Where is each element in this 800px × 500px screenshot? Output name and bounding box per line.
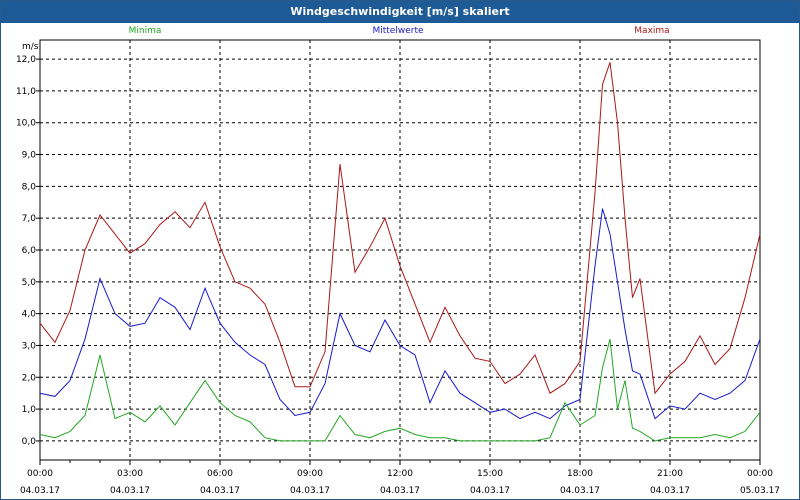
x-tick-time-label: 12:00 — [387, 469, 413, 479]
chart-title: Windgeschwindigkeit [m/s] skaliert — [1, 1, 799, 23]
y-tick-label: 0,0 — [22, 437, 37, 447]
series-line-minima — [39, 338, 761, 442]
y-tick-label: 11,0 — [16, 87, 36, 97]
x-tick-date-label: 04.03.17 — [200, 486, 240, 496]
x-tick-time-label: 06:00 — [207, 469, 233, 479]
legend: Minima Mittelwerte Maxima — [129, 26, 670, 36]
x-tick-date-label: 05.03.17 — [740, 486, 780, 496]
y-tick-label: 12,0 — [16, 55, 36, 65]
x-tick-date-label: 04.03.17 — [650, 486, 690, 496]
x-tick-time-label: 09:00 — [297, 469, 323, 479]
x-tick-date-label: 04.03.17 — [290, 486, 330, 496]
legend-entry-mittelwerte: Mittelwerte — [372, 26, 423, 36]
y-tick-label: 4,0 — [22, 310, 37, 320]
y-tick-label: 1,0 — [22, 405, 37, 415]
legend-entry-minima: Minima — [129, 26, 162, 36]
series-line-maxima — [39, 62, 761, 395]
y-tick-label: 8,0 — [22, 182, 37, 192]
x-tick-time-label: 00:00 — [27, 469, 53, 479]
y-tick-label: 5,0 — [22, 278, 37, 288]
x-tick-time-label: 15:00 — [477, 469, 503, 479]
y-tick-label: 9,0 — [22, 151, 37, 161]
series — [39, 62, 761, 442]
y-tick-label: 10,0 — [16, 119, 36, 129]
x-tick-date-label: 04.03.17 — [470, 486, 510, 496]
axis-ticks: 0,0 1,0 2,0 3,0 4,0 5,0 6,0 7,0 8,0 9,0 10,0 11,0 12… — [16, 55, 780, 496]
x-tick-date-label: 04.03.17 — [380, 486, 420, 496]
y-axis-label: m/s — [22, 42, 39, 52]
x-tick-time-label: 00:00 — [747, 469, 773, 479]
x-tick-time-label: 18:00 — [567, 469, 593, 479]
y-tick-label: 2,0 — [22, 373, 37, 383]
legend-entry-maxima: Maxima — [634, 26, 669, 36]
y-tick-label: 3,0 — [22, 341, 37, 351]
x-tick-date-label: 04.03.17 — [20, 486, 60, 496]
x-tick-time-label: 21:00 — [657, 469, 683, 479]
x-tick-date-label: 04.03.17 — [560, 486, 600, 496]
series-line-mittelwerte — [39, 208, 761, 420]
y-tick-label: 7,0 — [22, 214, 37, 224]
x-tick-date-label: 04.03.17 — [110, 486, 150, 496]
y-tick-label: 6,0 — [22, 246, 37, 256]
x-tick-time-label: 03:00 — [117, 469, 143, 479]
grid — [39, 40, 761, 460]
